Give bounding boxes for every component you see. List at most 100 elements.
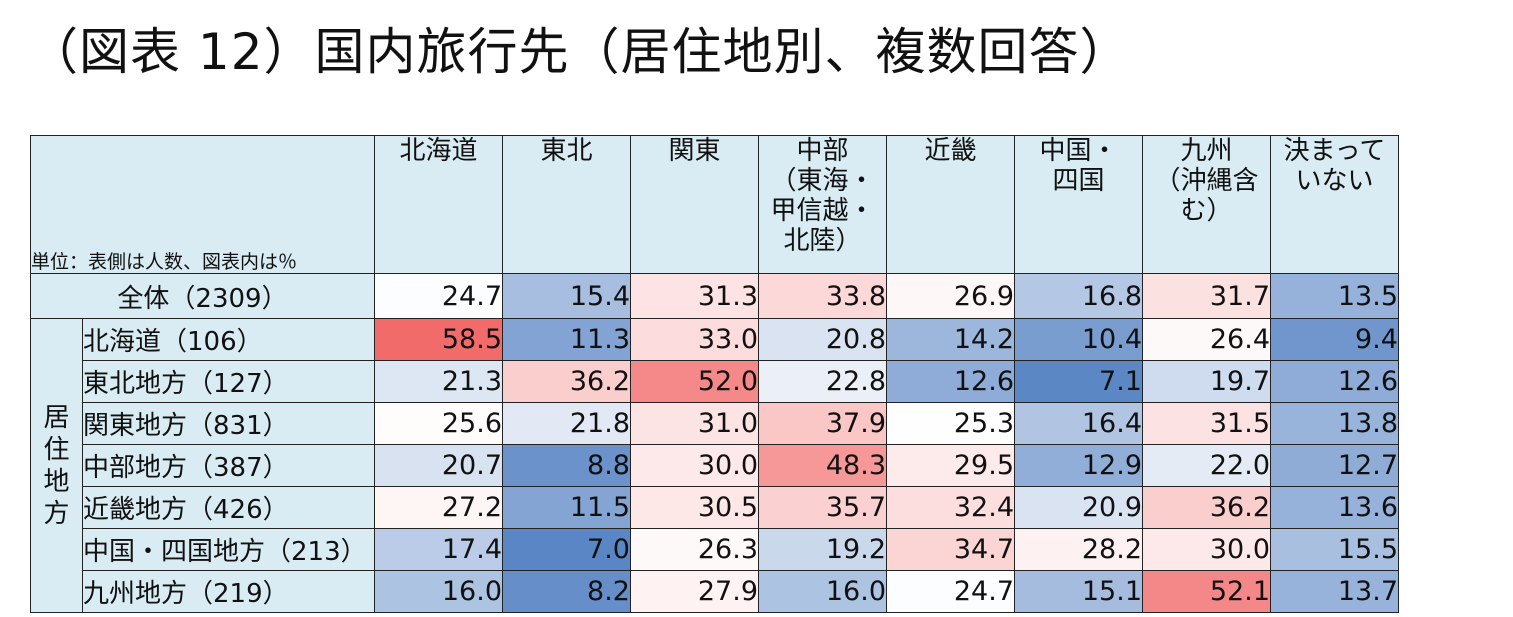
heatmap-cell: 19.7 bbox=[1142, 360, 1271, 403]
heatmap-cell: 30.0 bbox=[1142, 528, 1271, 571]
heatmap-cell: 11.5 bbox=[502, 486, 631, 529]
row-header: 中国・四国地方（213） bbox=[82, 528, 375, 571]
heatmap-cell: 30.0 bbox=[630, 444, 759, 487]
heatmap-cell: 8.8 bbox=[502, 444, 631, 487]
heatmap-cell: 21.8 bbox=[502, 402, 631, 445]
heatmap-cell: 15.5 bbox=[1270, 528, 1399, 571]
heatmap-cell: 31.5 bbox=[1142, 402, 1271, 445]
heatmap-cell: 20.8 bbox=[758, 318, 887, 361]
column-header-line: （東海・ bbox=[770, 166, 875, 196]
row-header: 近畿地方（426） bbox=[82, 486, 375, 529]
heatmap-cell: 11.3 bbox=[502, 318, 631, 361]
heatmap-cell: 22.0 bbox=[1142, 444, 1271, 487]
column-header: 中部 （東海・ 甲信越・ 北陸） bbox=[758, 135, 887, 274]
heatmap-cell: 26.3 bbox=[630, 528, 759, 571]
heatmap-cell: 28.2 bbox=[1014, 528, 1143, 571]
column-header-line: む） bbox=[1180, 196, 1233, 226]
table-row: 東北地方（127） 21.3 36.2 52.0 22.8 12.6 7.1 19.7 12.6 bbox=[31, 360, 1399, 403]
heatmap-cell: 22.8 bbox=[758, 360, 887, 403]
heatmap-cell: 9.4 bbox=[1270, 318, 1399, 361]
column-header: 決まって いない bbox=[1270, 135, 1399, 274]
heatmap-cell: 20.7 bbox=[374, 444, 503, 487]
heatmap-cell: 7.1 bbox=[1014, 360, 1143, 403]
column-header-line: 決まって bbox=[1283, 136, 1386, 166]
heatmap-cell: 13.5 bbox=[1270, 273, 1399, 319]
column-header-line: いない bbox=[1295, 166, 1374, 196]
heatmap-cell: 52.1 bbox=[1142, 570, 1271, 613]
table-row: 中部地方（387） 20.7 8.8 30.0 48.3 29.5 12.9 22.0 12.7 bbox=[31, 444, 1399, 487]
heatmap-cell: 48.3 bbox=[758, 444, 887, 487]
heatmap-cell: 16.0 bbox=[758, 570, 887, 613]
heatmap-cell: 27.9 bbox=[630, 570, 759, 613]
heatmap-cell: 52.0 bbox=[630, 360, 759, 403]
heatmap-cell: 12.9 bbox=[1014, 444, 1143, 487]
heatmap-cell: 24.7 bbox=[374, 273, 503, 319]
heatmap-cell: 17.4 bbox=[374, 528, 503, 571]
group-label-char: 方 bbox=[43, 498, 70, 529]
group-label-char: 住 bbox=[43, 434, 70, 465]
heatmap-cell: 26.4 bbox=[1142, 318, 1271, 361]
column-header: 関東 bbox=[630, 135, 759, 274]
table-row: 九州地方（219） 16.0 8.2 27.9 16.0 24.7 15.1 52.1 13.7 bbox=[31, 570, 1399, 613]
heatmap-cell: 10.4 bbox=[1014, 318, 1143, 361]
heatmap-cell: 21.3 bbox=[374, 360, 503, 403]
heatmap-cell: 33.0 bbox=[630, 318, 759, 361]
column-header-line: 関東 bbox=[668, 136, 721, 166]
column-header: 東北 bbox=[502, 135, 631, 274]
heatmap-cell: 36.2 bbox=[502, 360, 631, 403]
column-header: 九州 （沖縄含 む） bbox=[1142, 135, 1271, 274]
page-title: （図表 12）国内旅行先（居住地別、複数回答） bbox=[28, 23, 1131, 81]
heatmap-cell: 34.7 bbox=[886, 528, 1015, 571]
heatmap-cell: 27.2 bbox=[374, 486, 503, 529]
heatmap-cell: 16.4 bbox=[1014, 402, 1143, 445]
heatmap-cell: 12.7 bbox=[1270, 444, 1399, 487]
heatmap-cell: 8.2 bbox=[502, 570, 631, 613]
heatmap-cell: 32.4 bbox=[886, 486, 1015, 529]
heatmap-cell: 24.7 bbox=[886, 570, 1015, 613]
column-header-line: 甲信越・ bbox=[770, 196, 875, 226]
heatmap-cell: 12.6 bbox=[1270, 360, 1399, 403]
row-header: 東北地方（127） bbox=[82, 360, 375, 403]
heatmap-cell: 15.4 bbox=[502, 273, 631, 319]
heatmap-cell: 29.5 bbox=[886, 444, 1015, 487]
heatmap-cell: 35.7 bbox=[758, 486, 887, 529]
heatmap-cell: 13.7 bbox=[1270, 570, 1399, 613]
unit-note: 単位：表側は人数、図表内は％ bbox=[30, 135, 375, 274]
heatmap-cell: 25.6 bbox=[374, 402, 503, 445]
heatmap-cell: 12.6 bbox=[886, 360, 1015, 403]
heatmap-cell: 37.9 bbox=[758, 402, 887, 445]
heatmap-cell: 33.8 bbox=[758, 273, 887, 319]
heatmap-cell: 13.8 bbox=[1270, 402, 1399, 445]
heatmap-cell: 15.1 bbox=[1014, 570, 1143, 613]
heatmap-cell: 7.0 bbox=[502, 528, 631, 571]
group-label-char: 居 bbox=[43, 402, 70, 433]
table-row: 近畿地方（426） 27.2 11.5 30.5 35.7 32.4 20.9 36.2 13.… bbox=[31, 486, 1399, 529]
table-row: 関東地方（831） 25.6 21.8 31.0 37.9 25.3 16.4 31.5 13.… bbox=[31, 402, 1399, 445]
heatmap-cell: 31.0 bbox=[630, 402, 759, 445]
row-header: 九州地方（219） bbox=[82, 570, 375, 613]
column-header-line: 四国 bbox=[1052, 166, 1105, 196]
table-row: 全体（2309） 24.7 15.4 31.3 33.8 26.9 16.8 31.7 13.5 bbox=[30, 273, 1399, 319]
table-row: 居住地方北海道（106） 58.5 11.3 33.0 20.8 14.2 10.4 26.4… bbox=[30, 318, 1399, 613]
heatmap-cell: 30.5 bbox=[630, 486, 759, 529]
column-header: 北海道 bbox=[374, 135, 503, 274]
heatmap-cell: 19.2 bbox=[758, 528, 887, 571]
heatmap-cell: 31.7 bbox=[1142, 273, 1271, 319]
heatmap-table: 単位：表側は人数、図表内は％ 北海道 東北 関東 中部 （東海・ 甲信越・ 北陸） 近畿 中国・… bbox=[30, 135, 1399, 613]
heatmap-cell: 36.2 bbox=[1142, 486, 1271, 529]
column-header-line: 北陸） bbox=[783, 226, 862, 256]
column-header-line: 北海道 bbox=[399, 136, 478, 166]
row-header: 関東地方（831） bbox=[82, 402, 375, 445]
heatmap-cell: 16.0 bbox=[374, 570, 503, 613]
column-header-line: 中部 bbox=[796, 136, 849, 166]
column-header-line: 近畿 bbox=[924, 136, 977, 166]
column-header-line: 中国・ bbox=[1039, 136, 1118, 166]
heatmap-cell: 25.3 bbox=[886, 402, 1015, 445]
column-header: 中国・ 四国 bbox=[1014, 135, 1143, 274]
heatmap-cell: 14.2 bbox=[886, 318, 1015, 361]
residence-group-label: 居住地方 bbox=[30, 318, 83, 613]
heatmap-cell: 20.9 bbox=[1014, 486, 1143, 529]
row-header: 中部地方（387） bbox=[82, 444, 375, 487]
row-header-total: 全体（2309） bbox=[30, 273, 375, 319]
heatmap-cell: 58.5 bbox=[374, 318, 503, 361]
